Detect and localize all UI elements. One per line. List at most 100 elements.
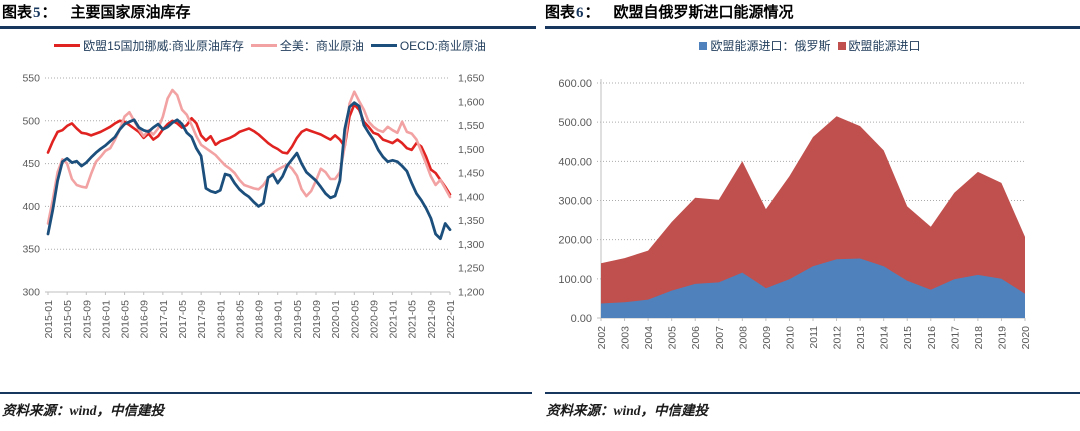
svg-text:2018-09: 2018-09 xyxy=(254,300,266,339)
source-rule xyxy=(545,392,1080,394)
figure-title-text: 主要国家原油库存 xyxy=(70,4,191,21)
svg-text:2016-09: 2016-09 xyxy=(139,300,151,339)
svg-text:2012: 2012 xyxy=(832,326,844,350)
svg-text:2019-05: 2019-05 xyxy=(292,300,304,339)
figure-label: 图表 xyxy=(2,4,33,21)
right-axis-tick: 1,600 xyxy=(458,96,484,108)
svg-text:2020-09: 2020-09 xyxy=(368,300,380,339)
left-axis-tick: 550 xyxy=(22,73,40,85)
figure-colon: ： xyxy=(41,4,57,21)
svg-text:2020: 2020 xyxy=(1020,326,1032,350)
right-axis-tick: 1,500 xyxy=(458,144,484,156)
right-axis-tick: 1,400 xyxy=(458,191,484,203)
series-line xyxy=(46,101,452,241)
source-note: 资料来源：wind，中信建投 xyxy=(2,403,165,418)
svg-text:2018-05: 2018-05 xyxy=(234,300,246,339)
svg-text:2021-09: 2021-09 xyxy=(426,300,438,339)
left-axis-tick: 450 xyxy=(22,158,40,170)
svg-text:2009: 2009 xyxy=(761,326,773,350)
legend-swatch-square xyxy=(699,41,708,50)
svg-text:2017-01: 2017-01 xyxy=(158,300,170,339)
svg-text:2005: 2005 xyxy=(667,326,679,350)
svg-text:2020-05: 2020-05 xyxy=(349,300,361,339)
figure-number: 5 xyxy=(33,5,41,21)
svg-text:2016-01: 2016-01 xyxy=(100,300,112,339)
legend-item: 欧盟能源进口：俄罗斯 xyxy=(699,37,831,54)
panel-crude-inventories: 图表5： 主要国家原油库存 欧盟15国加挪威:商业原油库存 全美：商业原油 OECD:… xyxy=(0,1,540,418)
legend-swatch-square xyxy=(837,41,846,50)
figure-6-title: 图表6： 欧盟自俄罗斯进口能源情况 xyxy=(545,1,794,22)
chart-legend: 欧盟15国加挪威:商业原油库存 全美：商业原油 OECD:商业原油 xyxy=(0,37,540,54)
svg-text:2016-05: 2016-05 xyxy=(120,300,132,339)
legend-item: 欧盟能源进口 xyxy=(837,37,921,54)
area-chart-eu-energy-imports: 600.00 500.00 400.00 300.00 200.00 100.00 0.00… xyxy=(558,78,1032,350)
title-rule xyxy=(545,26,1080,29)
right-axis-tick: 1,250 xyxy=(458,263,484,275)
svg-text:2021-01: 2021-01 xyxy=(388,300,400,339)
svg-text:2019-01: 2019-01 xyxy=(273,300,285,339)
svg-text:2019-09: 2019-09 xyxy=(311,300,323,339)
line-chart-crude-inventories: 550 500 450 400 350 300 1,650 1,600 1,550 1,500 1,… xyxy=(22,73,484,339)
svg-text:2015: 2015 xyxy=(902,326,914,350)
svg-text:2014: 2014 xyxy=(879,326,891,350)
svg-text:2010: 2010 xyxy=(784,326,796,350)
svg-text:2013: 2013 xyxy=(855,326,867,350)
svg-text:2011: 2011 xyxy=(808,326,820,349)
legend-label: 欧盟15国加挪威:商业原油库存 xyxy=(83,39,244,53)
svg-text:2017-09: 2017-09 xyxy=(196,300,208,339)
left-axis-tick: 350 xyxy=(22,244,40,256)
title-rule xyxy=(0,26,536,29)
svg-text:2022-01: 2022-01 xyxy=(445,300,457,339)
figure-number: 6 xyxy=(576,5,584,21)
series-line xyxy=(46,88,452,225)
series-line xyxy=(46,103,452,196)
svg-text:2015-05: 2015-05 xyxy=(62,300,74,339)
right-axis-tick: 1,650 xyxy=(458,73,484,85)
svg-text:2019: 2019 xyxy=(996,326,1008,350)
svg-text:2021-05: 2021-05 xyxy=(407,300,419,339)
svg-text:2015-09: 2015-09 xyxy=(81,300,93,339)
figure-title-text: 欧盟自俄罗斯进口能源情况 xyxy=(613,4,794,21)
svg-text:2018-01: 2018-01 xyxy=(215,300,227,339)
svg-text:2020-01: 2020-01 xyxy=(330,300,342,339)
legend-label: 全美：商业原油 xyxy=(279,39,364,53)
legend-label: OECD:商业原油 xyxy=(399,39,486,53)
chart-legend: 欧盟能源进口：俄罗斯 欧盟能源进口 xyxy=(540,37,1080,54)
source-rule xyxy=(0,392,532,394)
figure-5-title: 图表5： 主要国家原油库存 xyxy=(2,1,191,22)
legend-swatch-line xyxy=(250,44,277,47)
figure-colon: ： xyxy=(584,4,600,21)
y-axis-tick: 0.00 xyxy=(571,313,592,325)
series-area xyxy=(601,116,1025,318)
legend-label: 欧盟能源进口：俄罗斯 xyxy=(710,39,831,53)
left-axis-tick: 400 xyxy=(22,201,40,213)
left-axis-tick: 500 xyxy=(22,115,40,127)
legend-item: 欧盟15国加挪威:商业原油库存 xyxy=(54,37,244,54)
svg-text:2017-05: 2017-05 xyxy=(177,300,189,339)
right-axis-tick: 1,200 xyxy=(458,287,484,299)
right-axis-tick: 1,300 xyxy=(458,239,484,251)
svg-text:2008: 2008 xyxy=(737,326,749,350)
y-axis-tick: 200.00 xyxy=(558,235,592,247)
source-note: 资料来源：wind，中信建投 xyxy=(546,403,709,418)
figure-label: 图表 xyxy=(545,4,576,21)
legend-swatch-line xyxy=(370,44,397,47)
svg-text:2016: 2016 xyxy=(926,326,938,350)
svg-text:2006: 2006 xyxy=(690,326,702,350)
legend-label: 欧盟能源进口 xyxy=(848,39,921,53)
y-axis-tick: 600.00 xyxy=(558,78,592,90)
y-axis-tick: 400.00 xyxy=(558,156,592,168)
panel-eu-energy-imports: 图表6： 欧盟自俄罗斯进口能源情况 欧盟能源进口：俄罗斯 欧盟能源进口 600.00… xyxy=(540,0,1080,431)
svg-text:2003: 2003 xyxy=(620,326,632,350)
legend-item: 全美：商业原油 xyxy=(250,37,364,54)
legend-swatch-line xyxy=(54,44,81,47)
svg-text:2007: 2007 xyxy=(714,326,726,350)
svg-text:2018: 2018 xyxy=(973,326,985,350)
right-axis-tick: 1,450 xyxy=(458,168,484,180)
series-area xyxy=(601,258,1025,318)
left-axis-tick: 300 xyxy=(22,287,40,299)
y-axis-tick: 100.00 xyxy=(558,274,592,286)
legend-item: OECD:商业原油 xyxy=(370,37,486,54)
svg-text:2015-01: 2015-01 xyxy=(43,300,55,339)
